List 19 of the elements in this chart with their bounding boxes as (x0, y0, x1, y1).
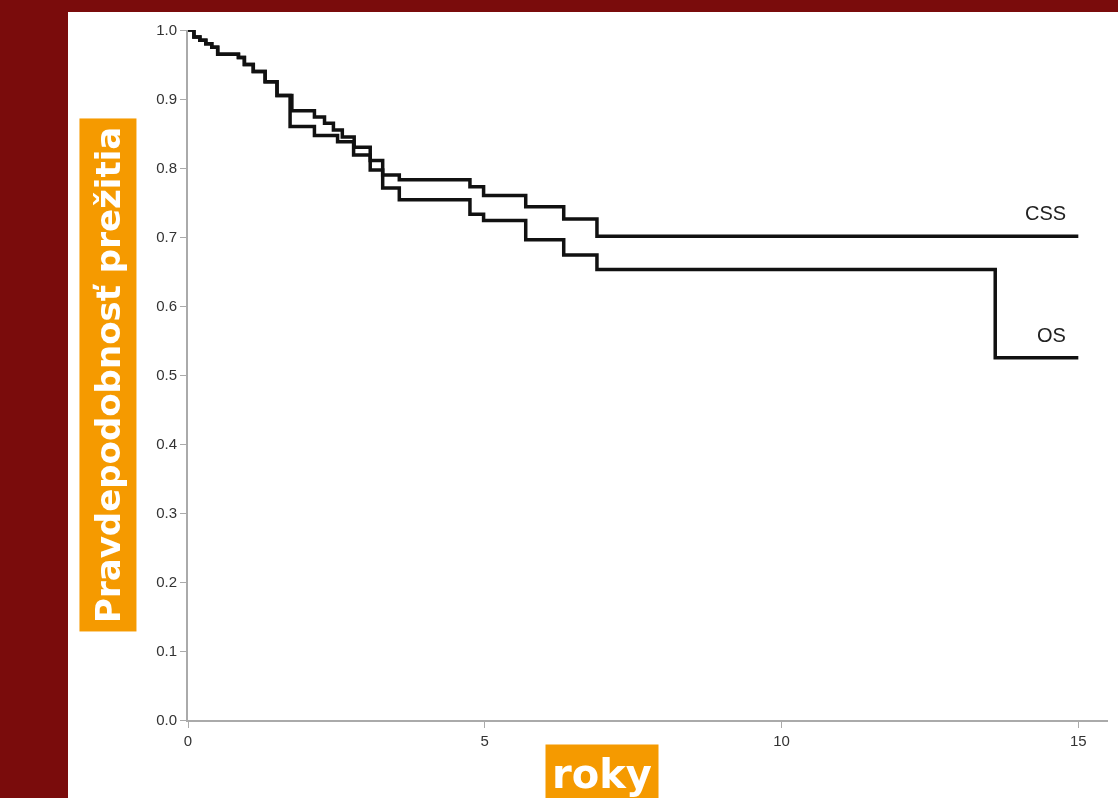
y-tick-label: 0.9 (156, 90, 177, 108)
y-tick-label: 0.2 (156, 573, 177, 591)
y-tick-label: 0.3 (156, 504, 177, 522)
y-tick-label: 0.6 (156, 297, 177, 315)
x-axis-title: roky (552, 751, 652, 797)
y-tick-label: 0.4 (156, 435, 177, 453)
x-tick-label: 5 (480, 732, 489, 749)
series-label: OS (1037, 324, 1066, 346)
y-tick-label: 0.1 (156, 642, 177, 660)
series-label: CSS (1025, 202, 1067, 224)
x-tick-label: 10 (773, 732, 790, 749)
y-tick-label: 0.5 (156, 366, 177, 384)
x-tick-label: 0 (183, 732, 193, 749)
y-tick-label: 0.0 (156, 711, 177, 729)
x-tick-label: 15 (1069, 732, 1087, 749)
y-tick-label: 0.8 (156, 159, 177, 177)
y-axis-title: Pravdepodobnosť prežitia (87, 126, 128, 623)
y-tick-label: 1.0 (156, 21, 177, 39)
y-tick-label: 0.7 (156, 228, 177, 246)
